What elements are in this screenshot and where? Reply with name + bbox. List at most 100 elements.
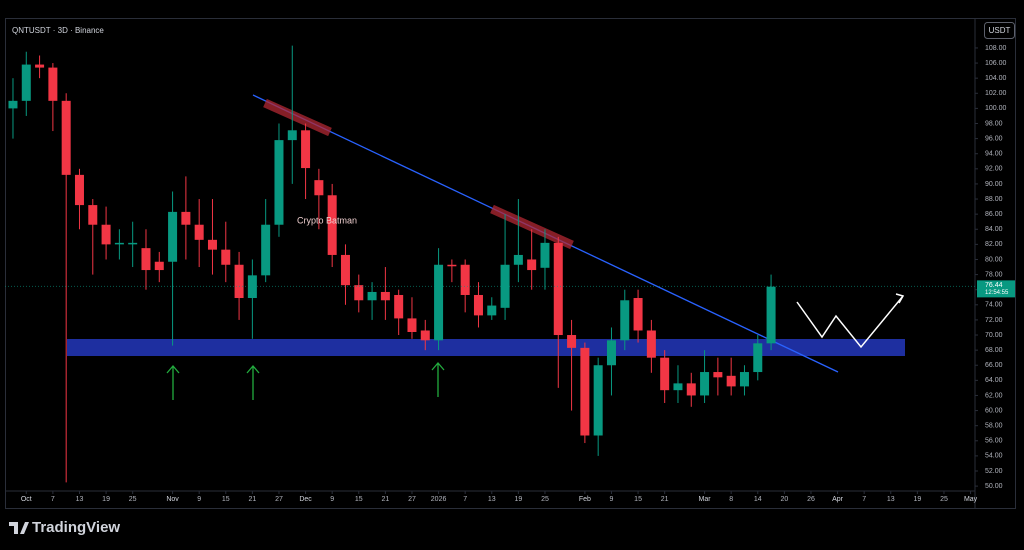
x-tick-label: 19 [514, 496, 522, 503]
candle-body [434, 264, 444, 341]
candle-body [553, 242, 563, 336]
x-tick-label: 25 [129, 496, 137, 503]
x-tick-label: 7 [51, 496, 55, 503]
x-tick-label: 9 [330, 496, 334, 503]
x-tick-label: 21 [248, 496, 256, 503]
candle-body [673, 383, 683, 391]
y-tick-label: 106.00 [985, 60, 1007, 67]
candle-body [287, 130, 297, 141]
y-tick-label: 60.00 [985, 407, 1003, 414]
candle-body [686, 383, 696, 396]
candle-body [181, 211, 191, 225]
y-tick-label: 68.00 [985, 347, 1003, 354]
x-tick-label: 27 [408, 496, 416, 503]
symbol-header: QNTUSDT · 3D · Binance [12, 26, 104, 35]
x-tick-label: 20 [780, 496, 788, 503]
x-tick-label: 25 [541, 496, 549, 503]
drawings [8, 45, 905, 483]
candle-body [8, 100, 18, 109]
candle-body [48, 67, 58, 101]
support-zone [67, 339, 905, 356]
candle-body [407, 318, 417, 333]
y-tick-label: 66.00 [985, 362, 1003, 369]
x-tick-label: 27 [275, 496, 283, 503]
x-tick-label: 7 [463, 496, 467, 503]
candle-body [713, 372, 723, 378]
candle-body [35, 64, 45, 68]
y-tick-label: 64.00 [985, 377, 1003, 384]
candle-body [646, 330, 656, 358]
last-price-box [977, 280, 1015, 298]
candle-body [580, 347, 590, 436]
candle-body [114, 242, 124, 245]
x-tick-label: 8 [729, 496, 733, 503]
y-tick-label: 104.00 [985, 75, 1007, 82]
x-tick-label: 21 [381, 496, 389, 503]
y-tick-label: 82.00 [985, 241, 1003, 248]
x-tick-label: 13 [76, 496, 84, 503]
x-tick-label: 9 [197, 496, 201, 503]
annotation: Crypto Batman [297, 215, 357, 225]
candle-body [567, 335, 577, 348]
up-arrow [166, 365, 180, 400]
candle-body [327, 195, 337, 255]
candle-body [367, 291, 377, 301]
candle-body [88, 205, 98, 225]
y-tick-label: 78.00 [985, 271, 1003, 278]
candle-body [593, 365, 603, 436]
y-tick-label: 72.00 [985, 317, 1003, 324]
candle-body [420, 330, 430, 341]
candle-body [101, 224, 111, 245]
x-tick-label: 21 [661, 496, 669, 503]
up-arrow [431, 362, 445, 397]
x-tick-label: 7 [862, 496, 866, 503]
candle-body [460, 264, 470, 295]
candle-body [753, 343, 763, 373]
y-tick-label: 58.00 [985, 423, 1003, 430]
x-tick-label: 2026 [431, 496, 447, 503]
candle-body [274, 140, 284, 225]
y-tick-label: 56.00 [985, 438, 1003, 445]
chart-panel [5, 18, 1016, 509]
arrows [166, 362, 445, 400]
candle-body [301, 130, 311, 169]
candle-body [620, 300, 630, 341]
candle-body [207, 239, 217, 250]
candle-body [487, 305, 497, 316]
candle-body [473, 294, 483, 316]
candle-body [61, 100, 71, 175]
candle-body [141, 248, 151, 271]
projection-path [796, 295, 904, 349]
up-arrow [246, 365, 260, 400]
last-price-label: 76.44 [985, 282, 1003, 289]
candle-body [606, 340, 616, 366]
x-tick-label: 13 [488, 496, 496, 503]
candle-body [194, 224, 204, 240]
candle-body [500, 264, 510, 308]
highlight [263, 98, 332, 137]
y-tick-label: 62.00 [985, 392, 1003, 399]
y-tick-label: 52.00 [985, 468, 1003, 475]
x-tick-label: 15 [634, 496, 642, 503]
y-tick-label: 84.00 [985, 226, 1003, 233]
currency-label[interactable]: USDT [989, 26, 1011, 35]
candle-body [766, 286, 776, 344]
y-tick-label: 70.00 [985, 332, 1003, 339]
candle-body [513, 254, 523, 265]
candle-body [726, 375, 736, 387]
x-tick-label: Dec [299, 496, 312, 503]
x-tick-label: Apr [832, 496, 844, 503]
y-tick-label: 96.00 [985, 135, 1003, 142]
y-tick-label: 74.00 [985, 302, 1003, 309]
brand-logo [9, 522, 29, 534]
y-tick-label: 80.00 [985, 256, 1003, 263]
candle-body [660, 357, 670, 391]
x-tick-label: Oct [21, 496, 32, 503]
y-tick-label: 90.00 [985, 181, 1003, 188]
x-tick-label: 15 [222, 496, 230, 503]
candle-body [261, 224, 271, 276]
x-tick-label: 25 [940, 496, 948, 503]
currency-button[interactable] [984, 22, 1015, 39]
